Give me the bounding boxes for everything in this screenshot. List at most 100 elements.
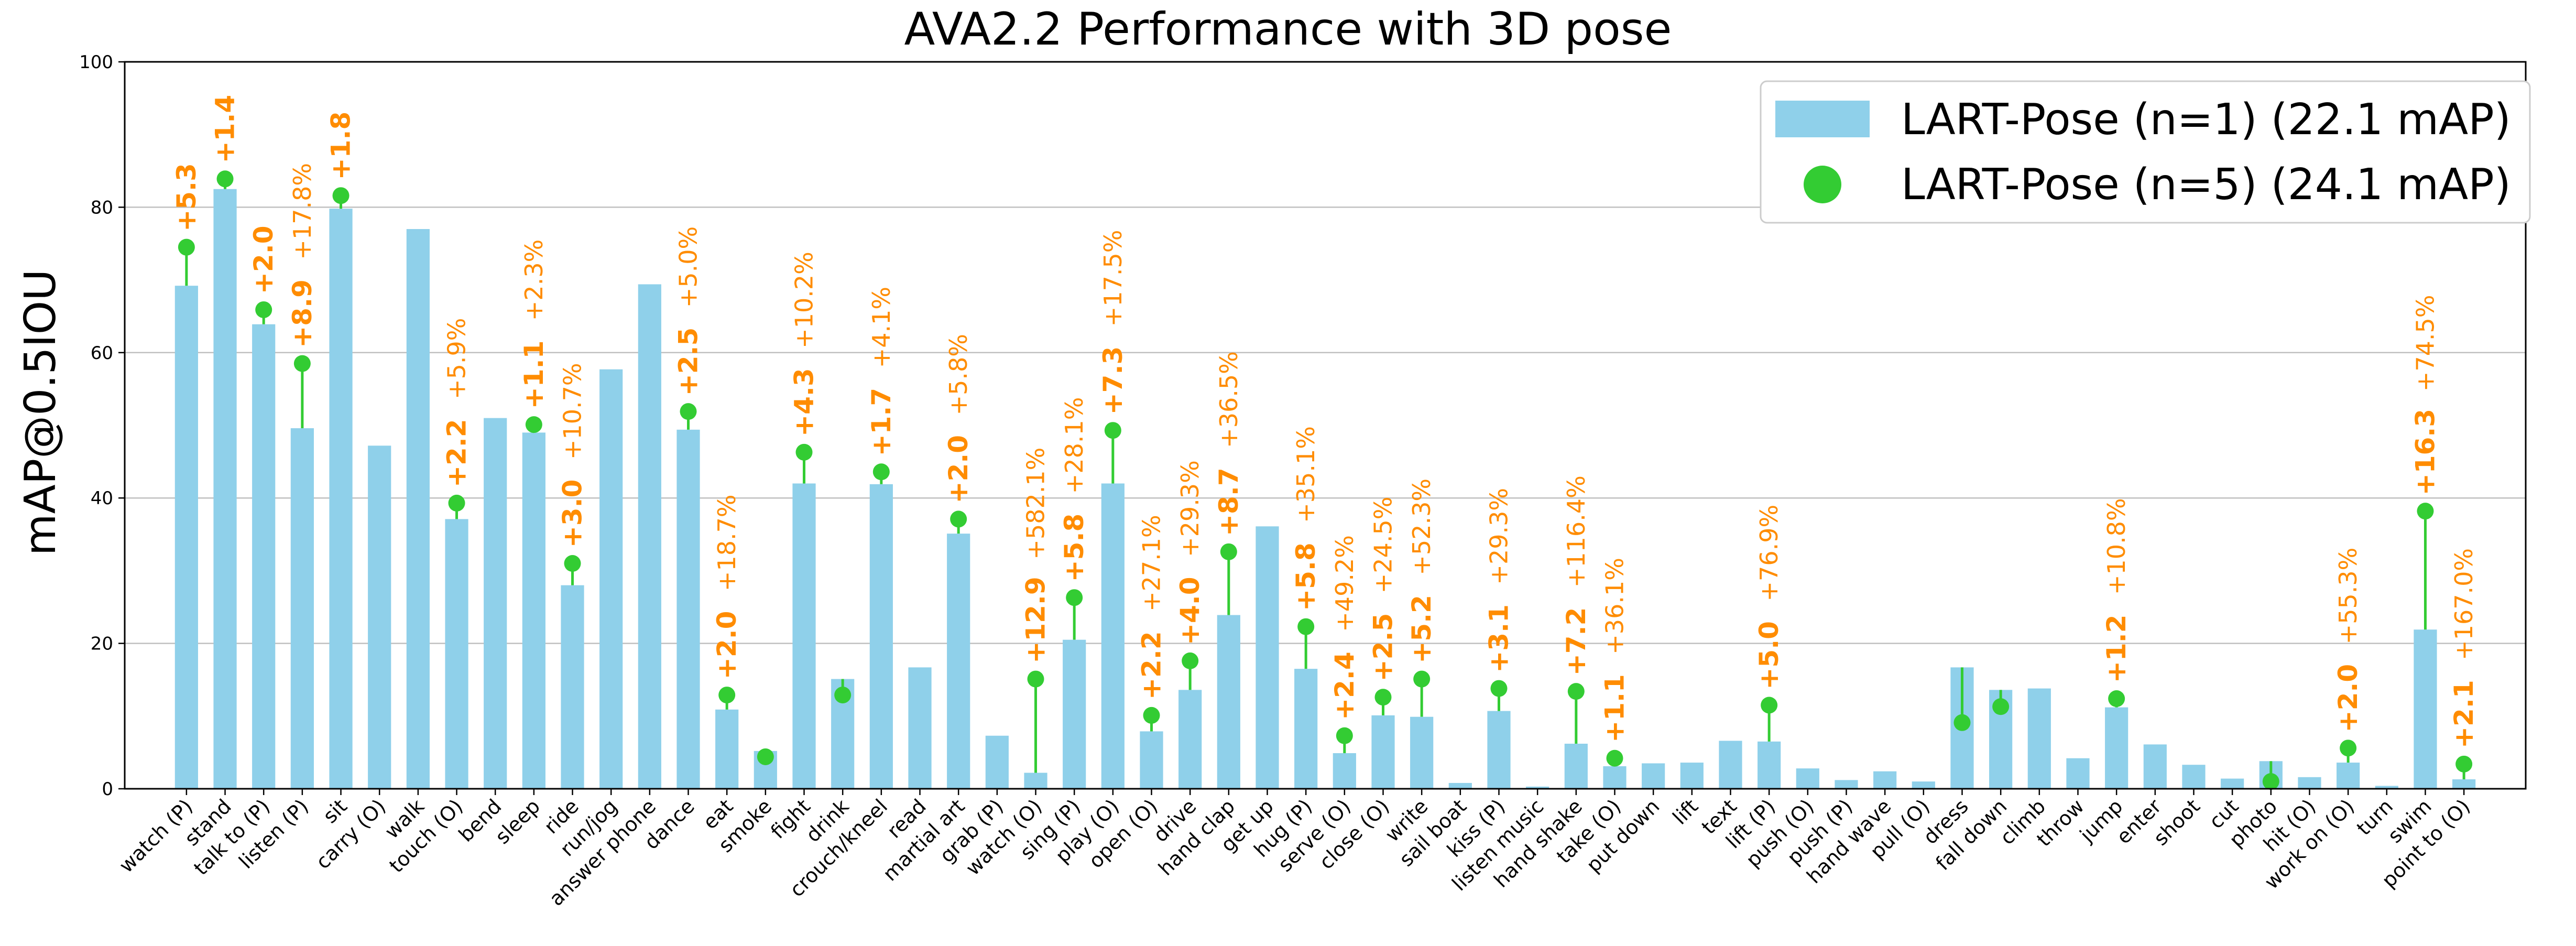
gain-rel-label: +28.1%: [1060, 397, 1088, 494]
gain-rel-label: +5.9%: [443, 318, 471, 399]
bar: [1063, 639, 1086, 789]
x-tick-label: sleep: [491, 795, 545, 849]
gain-rel-label: +18.7%: [713, 494, 741, 591]
gain-rel-label: +29.3%: [1485, 488, 1513, 585]
bar: [1796, 768, 1819, 789]
legend-label-n1: LART-Pose (n=1) (22.1 mAP): [1901, 95, 2511, 145]
dot: [1027, 670, 1044, 688]
gain-labels: +5.3 +1.4 +2.0 +8.9 +17.8% +1.8 +2.2 +5.9% +1.1 +…: [171, 95, 2479, 748]
bar: [947, 534, 970, 789]
dot: [1567, 683, 1585, 700]
bar: [2452, 779, 2476, 789]
bar: [290, 428, 314, 789]
y-tick-label: 0: [102, 779, 113, 800]
bar: [2182, 765, 2206, 789]
legend-label-n5: LART-Pose (n=5) (24.1 mAP): [1901, 160, 2511, 210]
bar: [2298, 777, 2321, 789]
bar: [1758, 741, 1781, 789]
bar: [1448, 782, 1472, 789]
gain-rel-label: +49.2%: [1330, 535, 1359, 632]
dot: [1953, 714, 1971, 731]
gain-rel-label: +52.3%: [1407, 479, 1436, 575]
dot: [1992, 698, 2010, 715]
chart-title: AVA2.2 Performance with 3D pose: [904, 3, 1672, 56]
gain-rel-label: +24.5%: [1369, 497, 1397, 594]
gain-abs-label: +7.3: [1098, 346, 1128, 415]
gain-abs-label: +2.2: [442, 419, 472, 487]
gain-abs-label: +4.0: [1175, 577, 1205, 645]
gain-abs-label: +2.5: [673, 328, 704, 396]
dot: [1297, 618, 1315, 635]
bar: [869, 484, 893, 789]
dot: [178, 238, 195, 256]
bar: [792, 483, 816, 789]
bar: [1371, 715, 1395, 789]
dot: [2108, 690, 2125, 708]
gain-rel-label: +2.3%: [520, 240, 548, 321]
dot: [2455, 755, 2473, 773]
dot: [1066, 589, 1083, 606]
gain-rel-label: +74.5%: [2411, 295, 2439, 392]
gain-abs-label: +1.8: [326, 112, 356, 180]
dot: [564, 555, 581, 572]
dot: [718, 687, 736, 704]
gain-rel-label: +116.4%: [1562, 475, 1590, 588]
bar: [599, 369, 623, 789]
gain-rel-label: +36.1%: [1600, 558, 1629, 655]
bar: [368, 445, 391, 789]
gain-rel-label: +5.8%: [944, 334, 973, 415]
legend-swatch-bar: [1775, 101, 1870, 137]
dot: [2340, 740, 2357, 757]
bar: [1217, 615, 1240, 789]
bar: [1024, 773, 1047, 789]
bar: [1333, 753, 1356, 789]
y-tick-label: 60: [91, 343, 113, 364]
bar: [2027, 688, 2051, 789]
dot: [1336, 727, 1353, 744]
gain-rel-label: +10.7%: [559, 363, 587, 460]
bar: [1873, 771, 1897, 789]
gain-rel-label: +10.2%: [790, 252, 818, 349]
bar: [561, 585, 584, 789]
gain-rel-label: +10.8%: [2102, 498, 2131, 595]
dot: [1374, 689, 1392, 706]
dot: [872, 463, 890, 481]
gain-rel-label: +4.1%: [867, 287, 896, 368]
dot: [2262, 773, 2279, 790]
gain-abs-label: +3.0: [558, 480, 588, 548]
bar: [1719, 741, 1742, 789]
gain-abs-label: +12.9: [1021, 577, 1051, 663]
bar: [2375, 786, 2398, 789]
dot: [1761, 697, 1778, 714]
bar: [406, 229, 430, 789]
legend: LART-Pose (n=1) (22.1 mAP) LART-Pose (n=…: [1760, 80, 2531, 224]
bar: [1835, 780, 1858, 789]
plot-frame: [124, 61, 2527, 790]
bar: [1487, 711, 1511, 789]
dot: [757, 748, 774, 765]
dots: [178, 170, 2473, 790]
bar: [1912, 781, 1935, 789]
dot: [1606, 749, 1623, 767]
bar: [2066, 758, 2090, 789]
bar: [1101, 483, 1125, 789]
bar: [1680, 763, 1704, 789]
bar: [2414, 629, 2437, 789]
y-tick-label: 80: [91, 197, 113, 218]
bar: [1178, 690, 1202, 789]
dot: [293, 355, 311, 372]
gain-rel-label: +35.1%: [1292, 426, 1320, 523]
dot: [1143, 706, 1160, 724]
gain-rel-label: +17.8%: [288, 163, 316, 260]
bar: [1603, 766, 1627, 789]
bar: [1140, 731, 1163, 789]
dot: [1490, 680, 1508, 697]
bar: [522, 432, 545, 789]
gain-abs-label: +2.0: [2333, 664, 2363, 732]
gain-abs-label: +2.2: [1137, 631, 1167, 699]
bar: [1526, 786, 1549, 789]
gain-abs-label: +5.8: [1059, 514, 1089, 582]
bar: [213, 189, 237, 789]
legend-swatch-dot: [1804, 166, 1841, 203]
